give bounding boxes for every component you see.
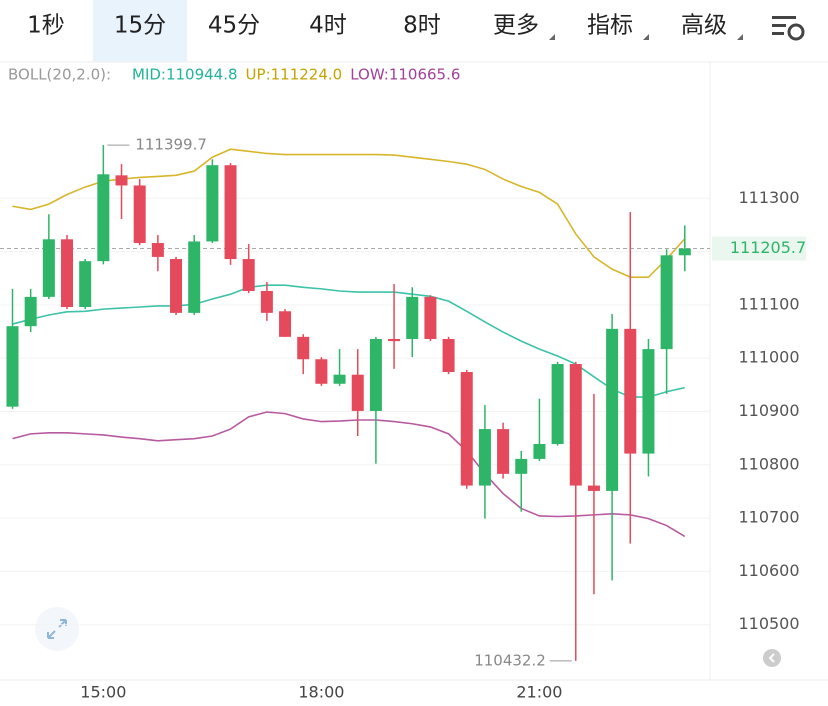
candle-body: [242, 259, 255, 292]
candle-body: [497, 429, 510, 474]
y-tick-label: 111300: [738, 188, 799, 207]
candle-body: [42, 239, 55, 297]
indicator-value: MID:110944.8: [132, 66, 238, 84]
candle-body: [115, 175, 128, 186]
tab[interactable]: 4时: [309, 13, 347, 39]
candle-body: [188, 241, 201, 313]
y-tick-label: 110900: [738, 401, 799, 420]
icon-bar: [772, 16, 796, 19]
y-tick-label: 110700: [738, 508, 799, 527]
candle-body: [369, 338, 382, 411]
candle-body: [587, 485, 600, 491]
y-tick-label: 110500: [738, 614, 799, 633]
candle-body: [406, 296, 419, 339]
icon-bar: [772, 32, 784, 35]
candle-body: [424, 296, 437, 339]
max-label: 111399.7: [135, 136, 207, 154]
candle-body: [315, 359, 328, 384]
tab[interactable]: 15分: [114, 13, 166, 39]
candle-body: [515, 458, 528, 474]
candle-body: [642, 349, 655, 454]
candle-body: [388, 338, 401, 342]
scroll-icon: [768, 653, 775, 663]
y-tick-label: 110800: [738, 454, 799, 473]
candle-body: [79, 261, 92, 308]
x-tick-label: 21:00: [516, 683, 562, 702]
x-tick-label: 15:00: [80, 683, 126, 702]
scroll-bg: [763, 649, 781, 667]
tab-highlight: [93, 0, 187, 62]
candle-body: [279, 311, 292, 337]
candle-body: [224, 165, 237, 260]
tab[interactable]: 1秒: [27, 13, 65, 39]
y-tick-label: 111100: [738, 294, 799, 313]
expand-bg: [35, 607, 79, 651]
candle-body: [624, 328, 637, 454]
candle-body: [61, 239, 74, 308]
candle-body: [351, 374, 364, 411]
candle-body: [551, 364, 564, 444]
candle-body: [606, 328, 619, 491]
band-line: [12, 411, 686, 538]
candle-body: [297, 336, 310, 360]
expand-icon: [47, 619, 67, 639]
tab[interactable]: 更多: [493, 13, 539, 39]
candle-body: [678, 248, 691, 256]
candle-body: [333, 374, 346, 384]
candle-body: [206, 165, 219, 242]
tab[interactable]: 45分: [208, 13, 260, 39]
tab[interactable]: 高级: [681, 13, 727, 39]
candle-body: [260, 291, 273, 313]
min-label: 110432.2: [474, 651, 546, 669]
y-tick-label: 110600: [738, 561, 799, 580]
icon-bar: [772, 24, 786, 27]
candle-body: [460, 372, 473, 486]
band-line: [12, 284, 685, 398]
candle-body: [24, 296, 37, 327]
candle-body: [442, 338, 455, 373]
candle-body: [533, 443, 546, 459]
candle-body: [133, 185, 146, 244]
dropdown-arrow: [549, 34, 555, 40]
dropdown-arrow: [737, 34, 743, 40]
tab[interactable]: 8时: [403, 13, 441, 39]
candle-body: [569, 364, 582, 486]
price-tag: 111205.7: [730, 238, 806, 257]
candle-body: [97, 174, 110, 262]
expand-button[interactable]: [35, 607, 79, 651]
candle-body: [478, 429, 491, 486]
candle-body: [6, 326, 19, 407]
x-tick-label: 18:00: [298, 683, 344, 702]
icon-gear: [787, 23, 805, 41]
settings-icon[interactable]: [772, 16, 805, 41]
tab[interactable]: 指标: [587, 13, 633, 39]
candle-body: [151, 243, 164, 257]
indicator-name: BOLL(20,2.0):: [8, 66, 111, 84]
scroll-button[interactable]: [763, 649, 781, 667]
candle-body: [660, 255, 673, 350]
band-line: [12, 148, 686, 278]
price-tag-bg: [712, 236, 806, 261]
indicator-value: UP:111224.0: [246, 66, 343, 84]
candle-body: [170, 259, 183, 313]
y-tick-label: 111000: [738, 348, 799, 367]
dropdown-arrow: [643, 34, 649, 40]
indicator-value: LOW:110665.6: [350, 66, 460, 84]
